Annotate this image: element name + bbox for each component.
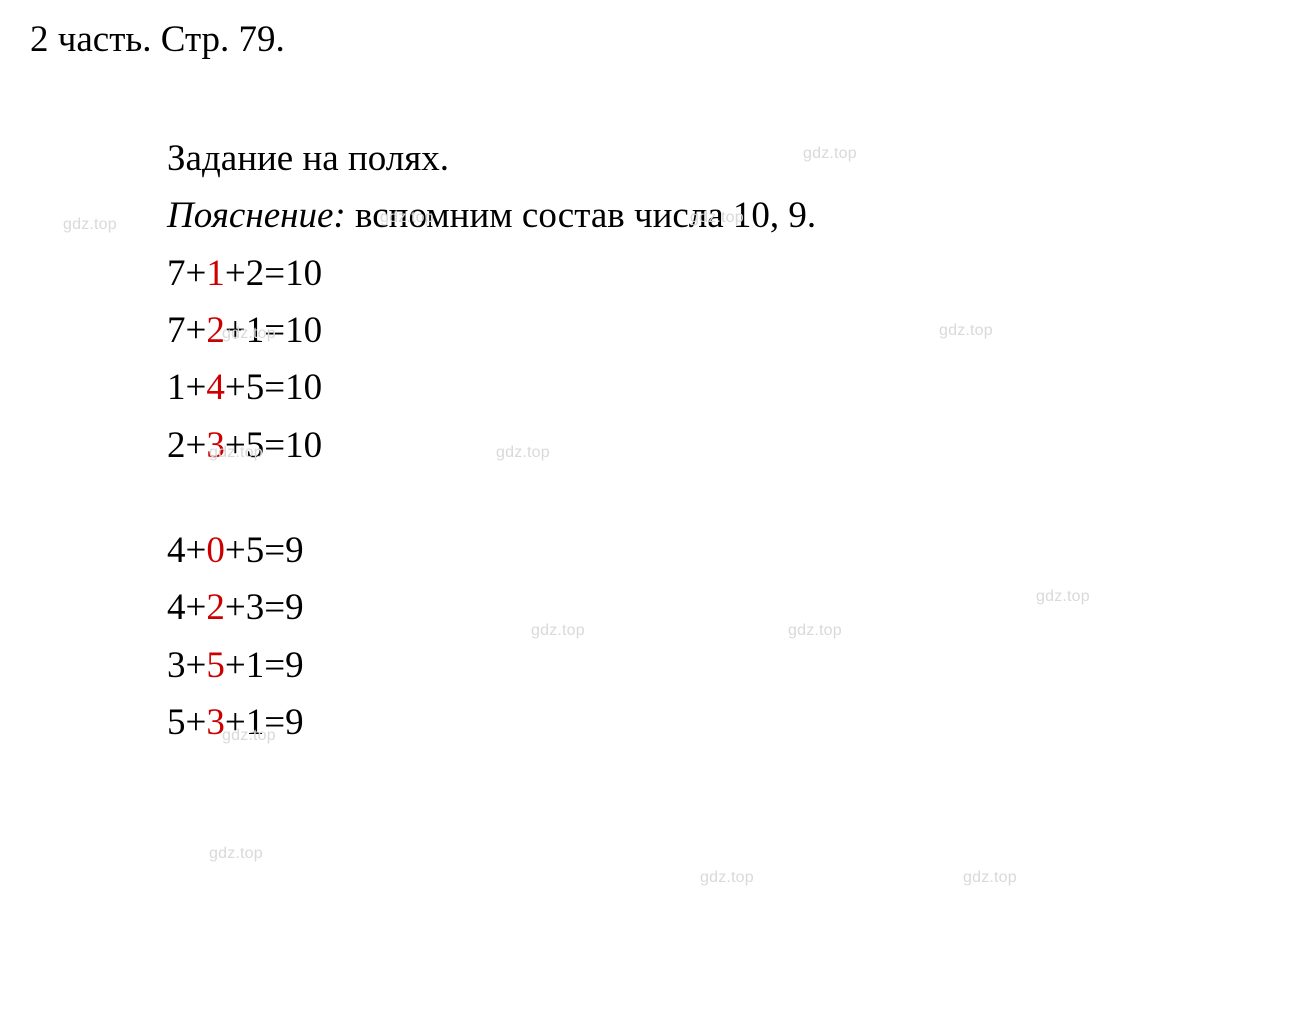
operand-b-red: 5	[206, 645, 225, 686]
equation-row: 2+3+5=10	[167, 417, 816, 474]
watermark-text: gdz.top	[380, 209, 434, 227]
operand-a: 4	[167, 530, 186, 571]
operand-a: 7	[167, 253, 186, 294]
operand-b-red: 2	[206, 587, 225, 628]
page: 2 часть. Стр. 79. Задание на полях. Пояс…	[0, 0, 1311, 1026]
sum-value: 9	[285, 530, 304, 571]
equation-row: 3+5+1=9	[167, 637, 816, 694]
watermark-text: gdz.top	[803, 145, 857, 163]
explanation-label: Пояснение:	[167, 195, 346, 236]
operand-a: 1	[167, 367, 186, 408]
operand-a: 3	[167, 645, 186, 686]
watermark-text: gdz.top	[963, 869, 1017, 887]
sum-value: 10	[285, 425, 322, 466]
equation-row: 1+4+5=10	[167, 359, 816, 416]
block-gap	[167, 474, 816, 522]
watermark-text: gdz.top	[1036, 588, 1090, 606]
page-header: 2 часть. Стр. 79.	[30, 18, 285, 61]
sum-value: 9	[285, 587, 304, 628]
operand-c: 2	[246, 253, 265, 294]
sum-value: 9	[285, 702, 304, 743]
operand-b-red: 1	[206, 253, 225, 294]
operand-a: 7	[167, 310, 186, 351]
operand-c: 1	[246, 645, 265, 686]
watermark-text: gdz.top	[700, 869, 754, 887]
watermark-text: gdz.top	[939, 322, 993, 340]
watermark-text: gdz.top	[788, 622, 842, 640]
task-title: Задание на полях.	[167, 130, 816, 187]
watermark-text: gdz.top	[222, 727, 276, 745]
operand-c: 5	[246, 530, 265, 571]
equation-row: 4+2+3=9	[167, 579, 816, 636]
watermark-text: gdz.top	[209, 444, 263, 462]
equation-row: 4+0+5=9	[167, 522, 816, 579]
watermark-text: gdz.top	[531, 622, 585, 640]
watermark-text: gdz.top	[209, 845, 263, 863]
sum-value: 10	[285, 253, 322, 294]
operand-a: 4	[167, 587, 186, 628]
watermark-text: gdz.top	[222, 325, 276, 343]
sum-value: 10	[285, 367, 322, 408]
watermark-text: gdz.top	[690, 209, 744, 227]
operand-c: 5	[246, 367, 265, 408]
sum-value: 9	[285, 645, 304, 686]
sum-value: 10	[285, 310, 322, 351]
operand-b-red: 0	[206, 530, 225, 571]
operand-b-red: 4	[206, 367, 225, 408]
watermark-text: gdz.top	[63, 216, 117, 234]
operand-a: 2	[167, 425, 186, 466]
operand-c: 3	[246, 587, 265, 628]
equation-row: 7+1+2=10	[167, 245, 816, 302]
watermark-text: gdz.top	[496, 444, 550, 462]
operand-a: 5	[167, 702, 186, 743]
